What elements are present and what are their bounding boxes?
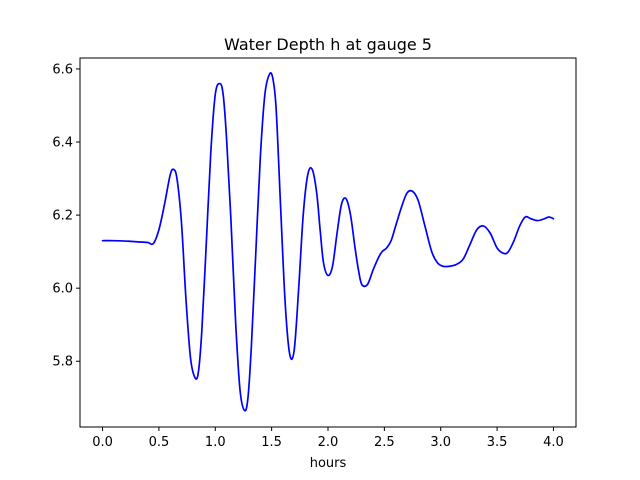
x-tick-label: 2.5	[374, 435, 395, 450]
x-tick-label: 0.5	[149, 435, 170, 450]
x-tick-label: 1.0	[205, 435, 226, 450]
x-tick-label: 2.0	[318, 435, 339, 450]
plot-area	[80, 58, 576, 427]
x-tick-label: 3.5	[487, 435, 508, 450]
chart-title: Water Depth h at gauge 5	[224, 35, 432, 54]
y-axis-ticks: 5.8 6.0 6.2 6.4 6.6	[52, 62, 80, 370]
series-line	[101, 72, 555, 412]
x-axis-ticks: 0.0 0.5 1.0 1.5 2.0 2.5 3.0 3.5 4.0	[92, 427, 564, 450]
y-tick-label: 6.0	[52, 282, 73, 297]
x-tick-label: 0.0	[92, 435, 113, 450]
y-tick-label: 6.4	[52, 136, 73, 151]
y-tick-label: 5.8	[52, 355, 73, 370]
y-tick-label: 6.2	[52, 209, 73, 224]
y-tick-label: 6.6	[52, 62, 73, 77]
x-axis-title: hours	[310, 456, 347, 471]
x-tick-label: 3.0	[430, 435, 451, 450]
x-tick-label: 4.0	[543, 435, 564, 450]
x-tick-label: 1.5	[261, 435, 282, 450]
series-layer	[101, 72, 555, 412]
